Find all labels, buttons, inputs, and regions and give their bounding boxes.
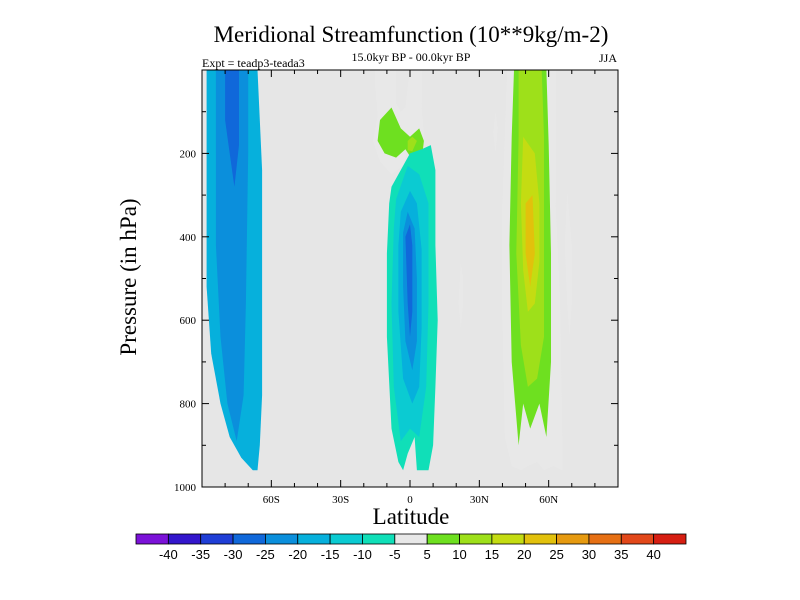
colorbar-swatch <box>200 533 234 545</box>
contour-sh-cell-core <box>225 70 239 187</box>
colorbar-swatch <box>588 533 622 545</box>
colorbar-label: 30 <box>582 547 596 562</box>
colorbar-label: -25 <box>256 547 275 562</box>
colorbar-swatch <box>653 533 687 545</box>
chart-subtitle: 15.0kyr BP - 00.0kyr BP <box>352 50 471 64</box>
y-axis-label: Pressure (in hPa) <box>116 198 141 355</box>
contour-nh-thin-upper <box>493 111 498 154</box>
x-tick-label: 60S <box>263 494 280 506</box>
colorbar-label: 10 <box>452 547 466 562</box>
colorbar-swatch <box>265 533 299 545</box>
colorbar-swatch <box>394 533 428 545</box>
contour-sh-cell-trop-25 <box>405 224 413 337</box>
colorbar-label: 15 <box>485 547 499 562</box>
contour-sh-cell-mid <box>215 70 249 442</box>
contour-nh-cell-core2 <box>525 195 535 287</box>
expt-label: Expt = teadp3-teada3 <box>202 56 305 70</box>
y-tick-label: 200 <box>180 148 197 160</box>
colorbar-swatch <box>459 533 493 545</box>
colorbar: -40 -35 -30 -25 -20 -15 -10 -5 5 10 15 20 25 30 35 40 <box>135 533 687 562</box>
contour-nh-thin-mid <box>458 261 464 329</box>
chart-title: Meridional Streamfunction (10**9kg/m-2) <box>214 22 609 47</box>
colorbar-swatch <box>556 533 590 545</box>
colorbar-swatch <box>297 533 331 545</box>
colorbar-label: 5 <box>424 547 431 562</box>
colorbar-swatch <box>135 533 169 545</box>
axis-ticks: 60S 30S 0 30N 60N 200 400 600 800 1000 <box>174 70 618 506</box>
contour-trop-upper-core <box>407 136 417 152</box>
colorbar-label: -20 <box>288 547 307 562</box>
colorbar-label: 35 <box>614 547 628 562</box>
y-tick-label: 400 <box>180 232 197 244</box>
y-tick-label: 800 <box>180 399 197 411</box>
colorbar-swatch <box>491 533 525 545</box>
colorbar-label: -40 <box>159 547 178 562</box>
colorbar-label: -5 <box>389 547 401 562</box>
contour-fills <box>206 70 572 471</box>
contour-nh-edge-strip <box>564 190 572 337</box>
colorbar-label: 40 <box>646 547 660 562</box>
colorbar-label: 20 <box>517 547 531 562</box>
y-tick-label: 1000 <box>174 482 197 494</box>
x-tick-label: 60N <box>539 494 558 506</box>
colorbar-label: -30 <box>224 547 243 562</box>
colorbar-label: -15 <box>321 547 340 562</box>
colorbar-swatch <box>329 533 363 545</box>
colorbar-swatch <box>523 533 557 545</box>
x-tick-label: 0 <box>407 494 413 506</box>
colorbar-label: -35 <box>191 547 210 562</box>
colorbar-swatch <box>362 533 396 545</box>
colorbar-label: 25 <box>549 547 563 562</box>
x-tick-label: 30N <box>470 494 489 506</box>
colorbar-swatch <box>167 533 202 545</box>
y-tick-label: 600 <box>180 315 197 327</box>
season-label: JJA <box>599 51 617 65</box>
x-axis-label: Latitude <box>373 504 450 529</box>
colorbar-swatch <box>232 533 266 545</box>
x-tick-label: 30S <box>332 494 349 506</box>
colorbar-swatch <box>620 533 655 545</box>
colorbar-label: -10 <box>353 547 372 562</box>
colorbar-swatch <box>426 533 460 545</box>
